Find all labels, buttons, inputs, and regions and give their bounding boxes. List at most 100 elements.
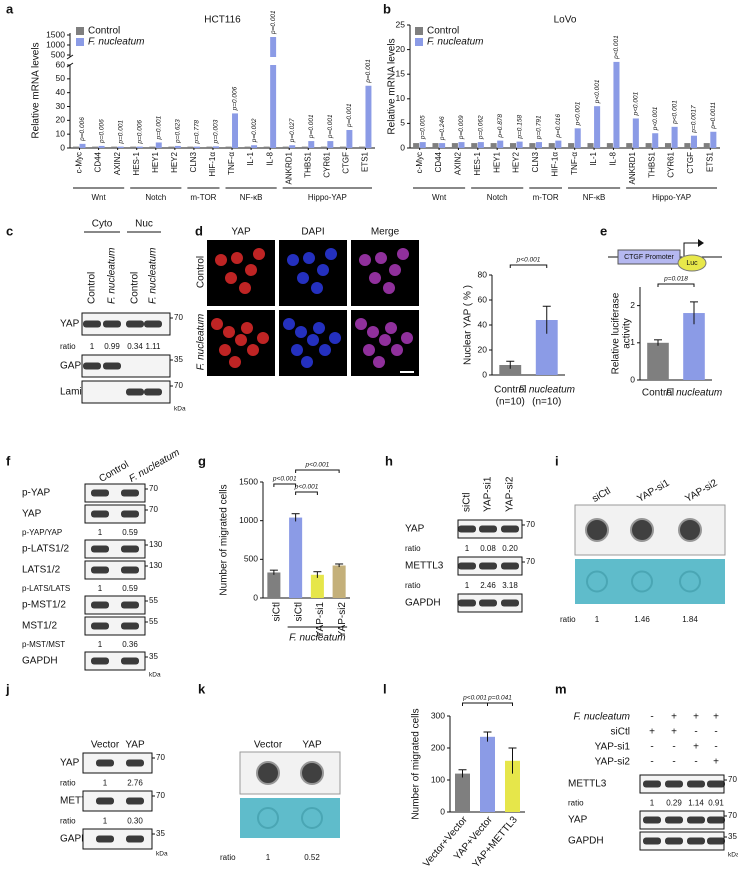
bar [535,320,558,375]
legend-swatch [415,38,423,46]
error-bar [506,360,515,369]
protein-label: METTL3 [60,796,99,807]
band [665,816,683,824]
blot-strip [81,354,171,378]
micrograph [207,240,275,306]
bar [232,113,238,148]
p-value: p=0.006 [136,120,143,145]
panel-label: f [6,453,11,468]
x-tick-label: YAP+METTL3 [471,814,520,870]
band [91,657,109,665]
p-value: p=0.018 [663,276,688,283]
cell [375,252,387,264]
x-tick-label: THBS1 [647,151,656,177]
y-tick-label: 1500 [46,29,65,39]
band [707,780,725,788]
bar [301,146,308,148]
cell [363,344,375,356]
panel-label: g [198,453,206,468]
dot [678,518,702,542]
band [121,566,139,574]
legend-swatch [76,38,84,46]
bar [98,145,105,148]
bar [499,365,522,375]
band [126,797,144,805]
y-tick-label: 60 [56,59,66,69]
bar [79,143,86,148]
marker-unit: kDa [728,852,738,859]
panel-label: j [5,681,10,696]
y-axis-label: activity [622,318,633,349]
marker: 55 [149,596,158,605]
bar [267,572,281,598]
band [687,837,705,845]
cell [373,356,385,368]
p-value: p=0.006 [232,86,239,111]
y-tick-label: 10 [56,128,66,138]
x-tick-label: CYR61 [667,151,676,177]
y-axis-label: Number of migrated cells [219,484,230,595]
dot [300,761,324,785]
p-value: p=0.001 [365,59,372,84]
y-axis-label: Relative luciferase [611,292,622,374]
x-tick-label: siCtl [272,602,283,621]
cell [219,344,231,356]
cell [229,356,241,368]
band [121,545,139,553]
lane-label: F. nucleatum [127,447,181,485]
error-bar [508,747,517,774]
lane-label: siCtl [590,486,612,505]
x-tick-label: HEY1 [492,151,501,172]
cell [359,254,371,266]
error-bar [313,571,322,578]
dot [630,518,654,542]
protein-label: p-YAP [22,488,50,499]
marker: 70 [728,775,737,784]
treatment-sign: - [694,757,697,768]
band [91,489,109,497]
ratio-value: 1 [98,640,103,649]
dot [256,761,280,785]
y-tick-label: 0 [60,142,65,152]
y-tick-label: 40 [478,319,488,329]
cell [329,332,341,344]
bar [710,131,717,148]
band [479,562,497,570]
bar [684,143,691,148]
p-value: p=0.001 [346,103,353,128]
marker: 70 [174,313,183,322]
bar [594,106,601,148]
y-tick-label: 15 [396,68,406,78]
group-label: m-TOR [533,193,559,202]
band [126,320,144,328]
y-tick-label: 40 [56,87,66,97]
protein-label: GAPDH [568,836,604,847]
x-tick-note: (n=10) [532,397,561,408]
y-tick-label: 80 [478,269,488,279]
band [643,837,661,845]
panel-label: i [555,453,559,468]
image-row-label: Control [196,256,207,288]
ratio-value: 1.14 [688,799,704,808]
bar [244,146,251,148]
band [707,816,725,824]
ratio-value: 2.46 [480,581,496,590]
reporter-label: Luc [686,260,698,267]
protein-label: GAPDH [60,834,96,845]
p-value: p=0.778 [194,120,201,145]
marker-unit: kDa [174,406,186,413]
cell [317,264,329,276]
axis-break [66,54,74,60]
p-value: p=0.001 [117,120,124,145]
ratio-value: 0.99 [104,342,120,351]
marker: 70 [149,484,158,493]
p-value: p=0.001 [155,115,162,140]
ratio-value: 0.30 [127,817,143,826]
ratio-value: 0.08 [480,544,496,553]
cell [239,282,251,294]
bar [548,143,555,148]
y-axis-label: Number of migrated cells [411,708,422,819]
cell [297,272,309,284]
p-value: p=0.001 [270,10,277,35]
x-tick-label: HEY2 [512,151,521,172]
